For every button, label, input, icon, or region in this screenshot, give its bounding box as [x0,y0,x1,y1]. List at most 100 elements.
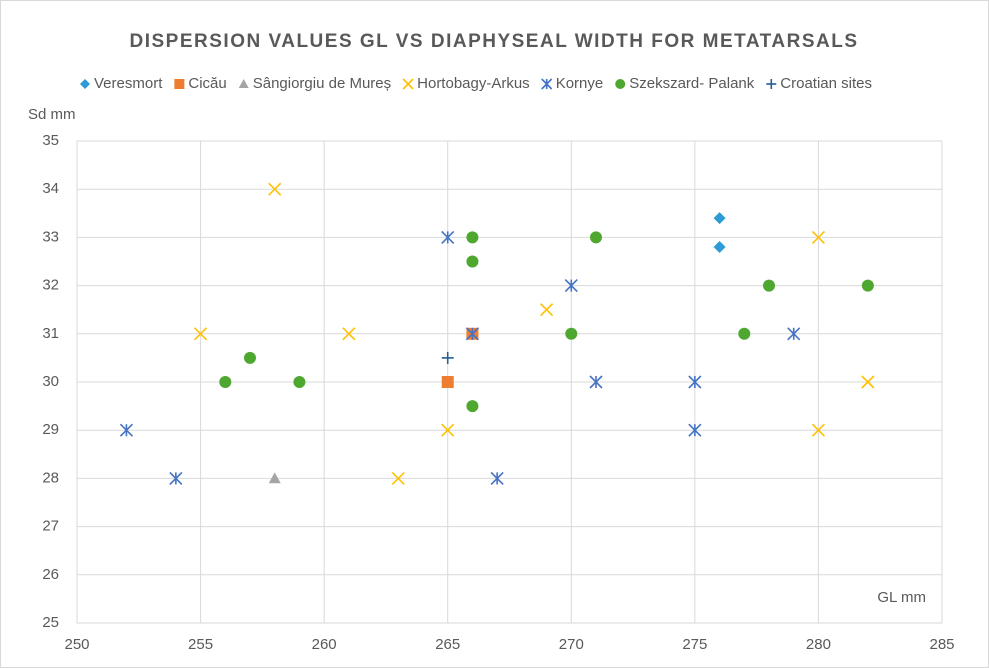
marker [441,351,454,364]
marker [564,279,578,293]
y-tick-label: 27 [42,518,59,535]
marker [402,78,414,90]
marker-stroke [268,182,282,196]
marker [441,230,455,244]
marker-shape [268,472,281,484]
marker [766,79,777,89]
marker [268,182,282,196]
legend-label: Hortobagy-Arkus [417,75,530,92]
marker [615,79,626,89]
marker-shape [293,376,306,388]
marker-shape [763,279,775,292]
marker [441,376,454,388]
x-axis-label: GL mm [877,589,926,606]
marker-shape [738,327,751,340]
marker [763,279,775,292]
y-tick-label: 35 [42,132,59,149]
y-tick-label: 31 [42,325,59,342]
marker-stroke [194,327,208,341]
y-tick-label: 26 [42,566,59,583]
x-tick-label: 270 [559,636,584,653]
y-tick-label: 25 [42,614,59,631]
marker-shape [713,241,726,254]
marker-stroke [861,375,875,389]
marker [490,471,504,485]
marker [293,376,306,388]
marker-shape [713,212,726,225]
marker [268,472,281,484]
y-tick-label: 28 [42,469,59,486]
marker [811,230,825,244]
x-tick-label: 280 [806,636,831,653]
marker [466,400,479,413]
marker [713,212,726,225]
chart-title: DISPERSION VALUES GL VS DIAPHYSEAL WIDTH… [130,31,859,52]
marker [861,375,875,389]
marker-stroke [540,303,554,317]
marker-shape [238,79,249,88]
legend-label: Croatian sites [780,75,872,92]
marker [861,279,874,292]
marker [169,471,183,485]
marker-shape [466,231,479,244]
x-tick-label: 285 [929,636,954,653]
marker [590,231,602,244]
marker-stroke [402,78,414,90]
marker [466,231,479,244]
marker-shape [615,79,626,89]
x-tick-label: 275 [682,636,707,653]
y-tick-label: 29 [42,421,59,438]
marker-shape [244,351,256,364]
x-tick-label: 265 [435,636,460,653]
marker-shape [466,255,479,268]
marker [688,375,702,389]
legend-label: Kornye [556,75,604,92]
y-tick-label: 33 [42,228,59,245]
marker [713,241,726,254]
x-tick-label: 250 [64,636,89,653]
y-tick-label: 34 [42,180,59,197]
marker [540,303,554,317]
marker [244,351,256,364]
marker [119,423,133,437]
marker [342,327,356,341]
y-tick-label: 32 [42,277,59,294]
legend-label: Cicău [188,75,226,92]
marker [688,423,702,437]
marker [738,327,751,340]
marker-shape [466,400,479,413]
marker-stroke [391,471,405,485]
y-axis-label: Sd mm [28,106,76,123]
marker [194,327,208,341]
marker-stroke [811,423,825,437]
marker [811,423,825,437]
marker-stroke [342,327,356,341]
marker [80,79,90,89]
marker [541,78,553,90]
marker [219,376,232,388]
marker [391,471,405,485]
marker-shape [861,279,874,292]
marker [787,327,801,341]
marker-shape [565,327,578,340]
legend-label: Sângiorgiu de Mureș [253,75,391,92]
marker [465,327,479,341]
marker [174,79,185,89]
marker-shape [219,376,232,388]
marker-stroke [441,423,455,437]
marker-shape [80,79,90,89]
marker [466,255,479,268]
marker [565,327,578,340]
marker-stroke [811,230,825,244]
marker-shape [441,376,454,388]
y-tick-label: 30 [42,373,59,390]
marker-shape [174,79,185,89]
legend-label: Veresmort [94,75,163,92]
legend-label: Szekszard- Palank [629,75,755,92]
x-tick-label: 255 [188,636,213,653]
marker-shape [590,231,602,244]
marker [589,375,603,389]
marker [238,79,249,88]
x-tick-label: 260 [312,636,337,653]
